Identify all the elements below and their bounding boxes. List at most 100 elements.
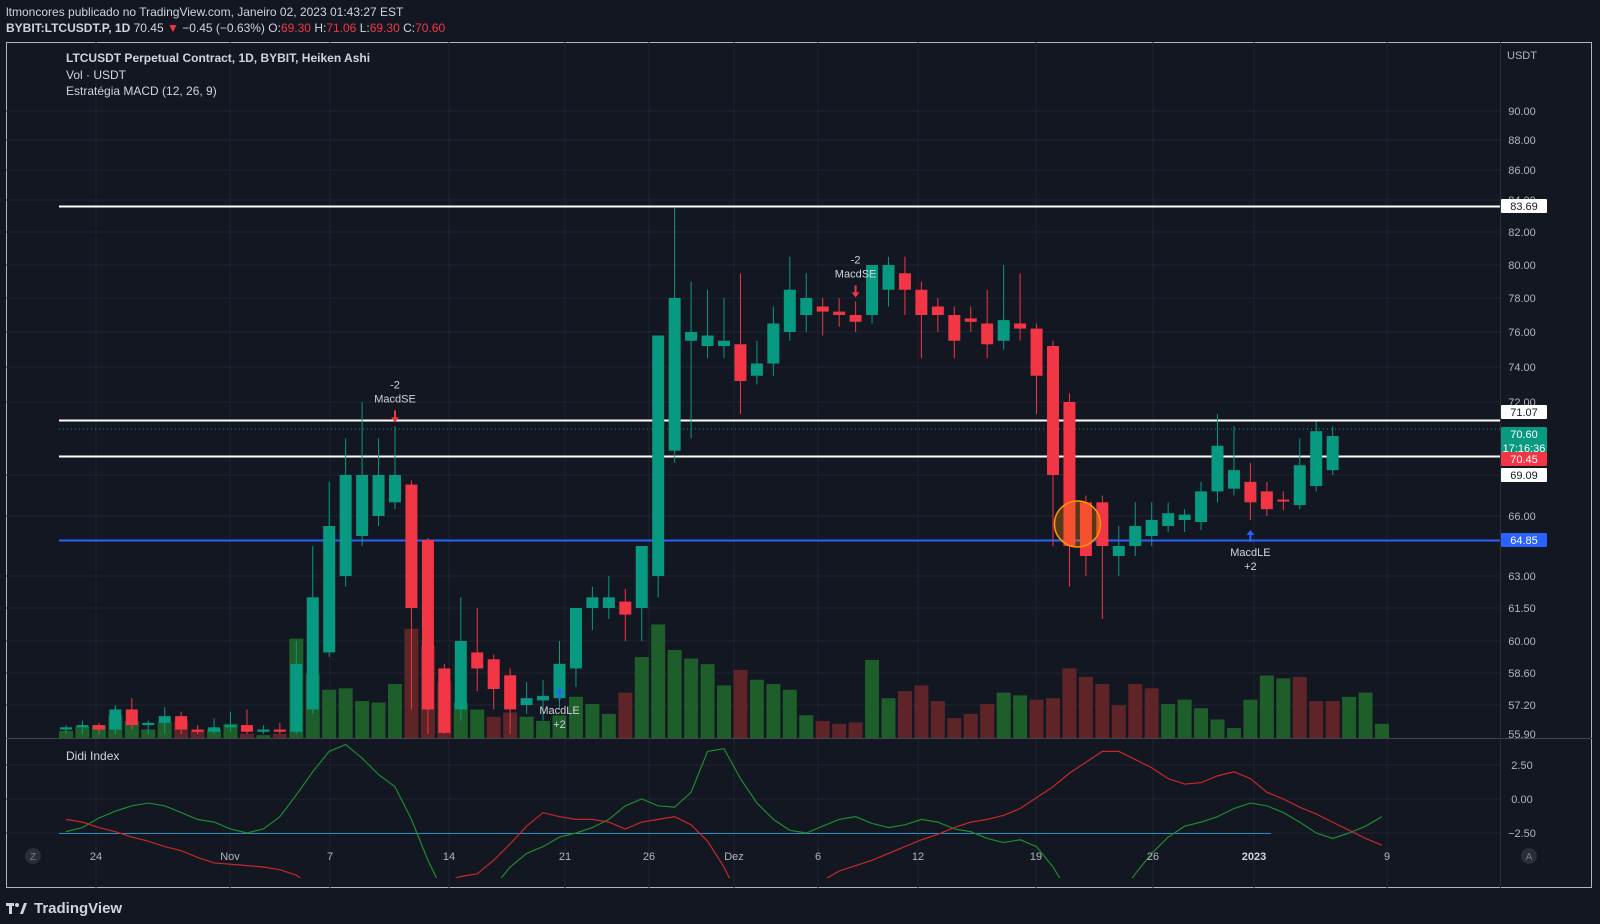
signal-qty: +2 — [1244, 561, 1257, 573]
time-tick-label: 21 — [559, 851, 571, 863]
candle — [224, 711, 237, 732]
candle — [1014, 273, 1027, 341]
time-tick-label: 14 — [443, 851, 455, 863]
candle — [158, 707, 171, 734]
didi-tick-label: 2.50 — [1511, 760, 1532, 772]
price-tick-label: 76.00 — [1508, 327, 1536, 339]
candle — [1227, 426, 1240, 496]
candle — [175, 711, 188, 734]
price-tick-label: 61.50 — [1508, 603, 1536, 615]
volume-bar — [832, 723, 847, 738]
volume-bar — [601, 713, 616, 738]
volume-bar — [1292, 676, 1307, 738]
price-tag: 71.07 — [1501, 405, 1547, 419]
candle — [1195, 481, 1208, 530]
candle — [602, 576, 615, 619]
candle — [76, 720, 89, 734]
volume-bar — [848, 722, 863, 738]
candle — [306, 546, 319, 714]
volume-bar — [388, 684, 402, 738]
volume-bar — [1095, 684, 1110, 738]
volume-bar — [1046, 698, 1060, 738]
price-tick-label: 90.00 — [1508, 106, 1536, 118]
candle — [1063, 393, 1076, 587]
tradingview-logo-icon — [6, 903, 27, 914]
volume-bar — [667, 649, 682, 738]
volume-bar — [782, 689, 797, 738]
volume-bar — [897, 691, 912, 738]
volume-bar — [190, 730, 205, 738]
candle — [1293, 438, 1306, 510]
candle — [586, 586, 599, 630]
candle — [652, 335, 665, 598]
time-tick-label: Nov — [220, 851, 240, 863]
candle — [701, 289, 714, 359]
volume-bar — [536, 720, 551, 738]
highlight-circle[interactable] — [1053, 500, 1102, 548]
high-label: H: — [314, 21, 327, 35]
svg-text:70.45: 70.45 — [1510, 454, 1538, 466]
candle — [504, 668, 517, 734]
price-tick-label: 80.00 — [1508, 260, 1536, 272]
candle — [833, 298, 846, 327]
candle — [718, 298, 730, 359]
chart-frame[interactable]: -2 MacdSE MacdLE +2 -2 MacdSE MacdLE +2 90.00 88… — [6, 42, 1592, 888]
volume-bar — [749, 679, 764, 738]
low-label: L: — [359, 21, 370, 35]
candle — [1129, 502, 1142, 556]
time-tick-label: 26 — [1147, 851, 1159, 863]
change-value: −0.45 (−0.63%) — [182, 21, 265, 35]
candle — [569, 608, 582, 687]
volume-bar — [1243, 699, 1258, 738]
candle — [1145, 502, 1158, 546]
ohlc-line: BYBIT:LTCUSDT.P, 1D 70.45 ▼ −0.45 (−0.63… — [6, 21, 445, 35]
candle — [1244, 462, 1257, 520]
price-tag: 64.85 — [1501, 533, 1547, 547]
candle — [356, 402, 369, 546]
volume-bar — [239, 733, 254, 738]
price-tick-label: 74.00 — [1508, 362, 1536, 374]
volume-bar — [338, 688, 353, 738]
auto-scale-button[interactable]: A — [1521, 848, 1537, 864]
open-value: 69.30 — [280, 21, 311, 35]
volume-bar — [568, 696, 583, 738]
candle — [339, 438, 352, 587]
zoom-left-button[interactable]: Z — [25, 848, 41, 864]
candle — [92, 722, 105, 734]
candle — [866, 265, 879, 324]
svg-text:71.07: 71.07 — [1510, 407, 1538, 419]
candle — [1211, 414, 1224, 503]
volume-bar — [1062, 668, 1077, 738]
candle — [208, 718, 221, 734]
volume-bar — [865, 659, 880, 738]
volume-bar — [59, 730, 73, 738]
time-tick-label: 7 — [327, 851, 333, 863]
candle — [520, 682, 533, 714]
candle — [1079, 495, 1092, 576]
candle — [125, 698, 138, 730]
candle — [898, 256, 911, 315]
volume-bar — [1194, 708, 1209, 738]
volume-bar — [1226, 728, 1241, 738]
candle — [997, 265, 1010, 350]
volume-bar — [256, 735, 271, 738]
legend-main: LTCUSDT Perpetual Contract, 1D, BYBIT, H… — [66, 51, 370, 65]
candle — [734, 273, 747, 415]
volume-bar — [930, 701, 945, 738]
legend-volume: Vol · USDT — [66, 68, 127, 82]
high-value: 71.06 — [326, 21, 357, 35]
volume-bar — [585, 703, 600, 738]
volume-bar — [486, 716, 501, 738]
price-tick-label: 88.00 — [1508, 135, 1536, 147]
close-label: C: — [403, 21, 416, 35]
candle — [800, 273, 813, 332]
volume-bar — [733, 669, 748, 738]
candle — [668, 208, 681, 463]
candle — [257, 725, 270, 734]
candle — [964, 306, 977, 332]
open-label: O: — [268, 21, 281, 35]
volume-bar — [1325, 701, 1340, 738]
volume-bar — [1144, 688, 1159, 738]
